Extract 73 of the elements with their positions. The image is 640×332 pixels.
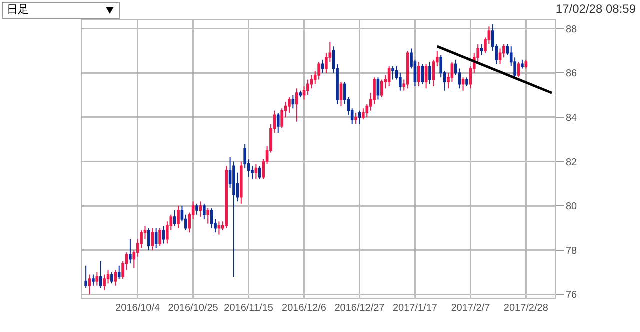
x-tick-label: 2016/11/15 (224, 303, 274, 314)
candlestick (240, 161, 243, 204)
candlestick (158, 228, 162, 246)
candlestick (114, 270, 118, 286)
text: 17/02/28 08:59 (556, 2, 636, 16)
candlestick (406, 50, 410, 90)
candlestick (392, 66, 394, 80)
candlestick (154, 228, 158, 249)
candlestick (218, 221, 221, 236)
candlestick (203, 203, 206, 220)
candlestick (177, 206, 180, 229)
y-tick-label: 84 (566, 112, 578, 124)
candlestick (388, 66, 391, 87)
candlestick (96, 272, 99, 286)
candlestick (258, 166, 262, 180)
candlestick (162, 226, 166, 244)
candlestick (199, 201, 202, 218)
y-tick-label: 78 (566, 246, 578, 257)
candlestick (173, 210, 176, 227)
y-tick-label: 82 (566, 157, 578, 168)
candlestick (418, 62, 420, 87)
candlestick (462, 77, 465, 92)
candlestick (299, 90, 302, 98)
candlestick (295, 88, 298, 122)
candlestick (376, 77, 380, 100)
candlestick (206, 208, 210, 224)
candlestick (306, 79, 310, 96)
candlestick (110, 272, 114, 284)
dropdown-field: 日足 (2, 2, 120, 19)
candlestick (318, 62, 320, 80)
candlestick (129, 238, 132, 264)
candlestick (292, 94, 295, 110)
candlestick (358, 110, 362, 125)
candlestick (196, 203, 198, 216)
candlestick (225, 166, 228, 229)
candlestick (288, 97, 291, 114)
y-tick-label: 88 (566, 24, 578, 36)
candlestick (340, 82, 343, 107)
x-tick-label: 2017/2/28 (504, 303, 549, 314)
candlestick (151, 228, 154, 251)
candlestick (380, 79, 384, 98)
candlestick (254, 163, 258, 180)
candlestick (321, 59, 324, 74)
candlestick (466, 77, 468, 87)
candlestick (428, 62, 432, 85)
candlestick (362, 108, 365, 120)
candlestick (92, 274, 95, 286)
candlestick (424, 64, 428, 90)
y-tick-label: 76 (566, 290, 578, 302)
candlestick (118, 265, 121, 280)
x-tick-label: 2017/1/17 (392, 303, 438, 314)
candlestick (498, 48, 502, 65)
x-tick-label: 2016/10/25 (168, 303, 219, 314)
candlestick (103, 274, 106, 291)
x-tick-label: 2016/12/6 (282, 303, 327, 314)
y-tick-label: 86 (566, 68, 578, 80)
x-tick-label: 2017/2/7 (451, 303, 491, 314)
candlestick (354, 112, 358, 125)
candlestick (84, 265, 88, 289)
candlestick (480, 44, 484, 56)
candlestick (148, 228, 150, 251)
candlestick (521, 59, 524, 70)
candlestick (88, 274, 92, 296)
candlestick (276, 112, 280, 134)
candlestick (99, 260, 102, 289)
y-tick-label: 80 (566, 202, 578, 213)
candlestick (232, 161, 236, 278)
candlestick (210, 208, 214, 229)
candlestick (421, 64, 424, 85)
x-tick-label: 2016/12/27 (334, 303, 386, 314)
x-tick-label: 2016/10/4 (116, 303, 161, 314)
candlestick (517, 62, 520, 78)
candlestick (524, 59, 528, 70)
